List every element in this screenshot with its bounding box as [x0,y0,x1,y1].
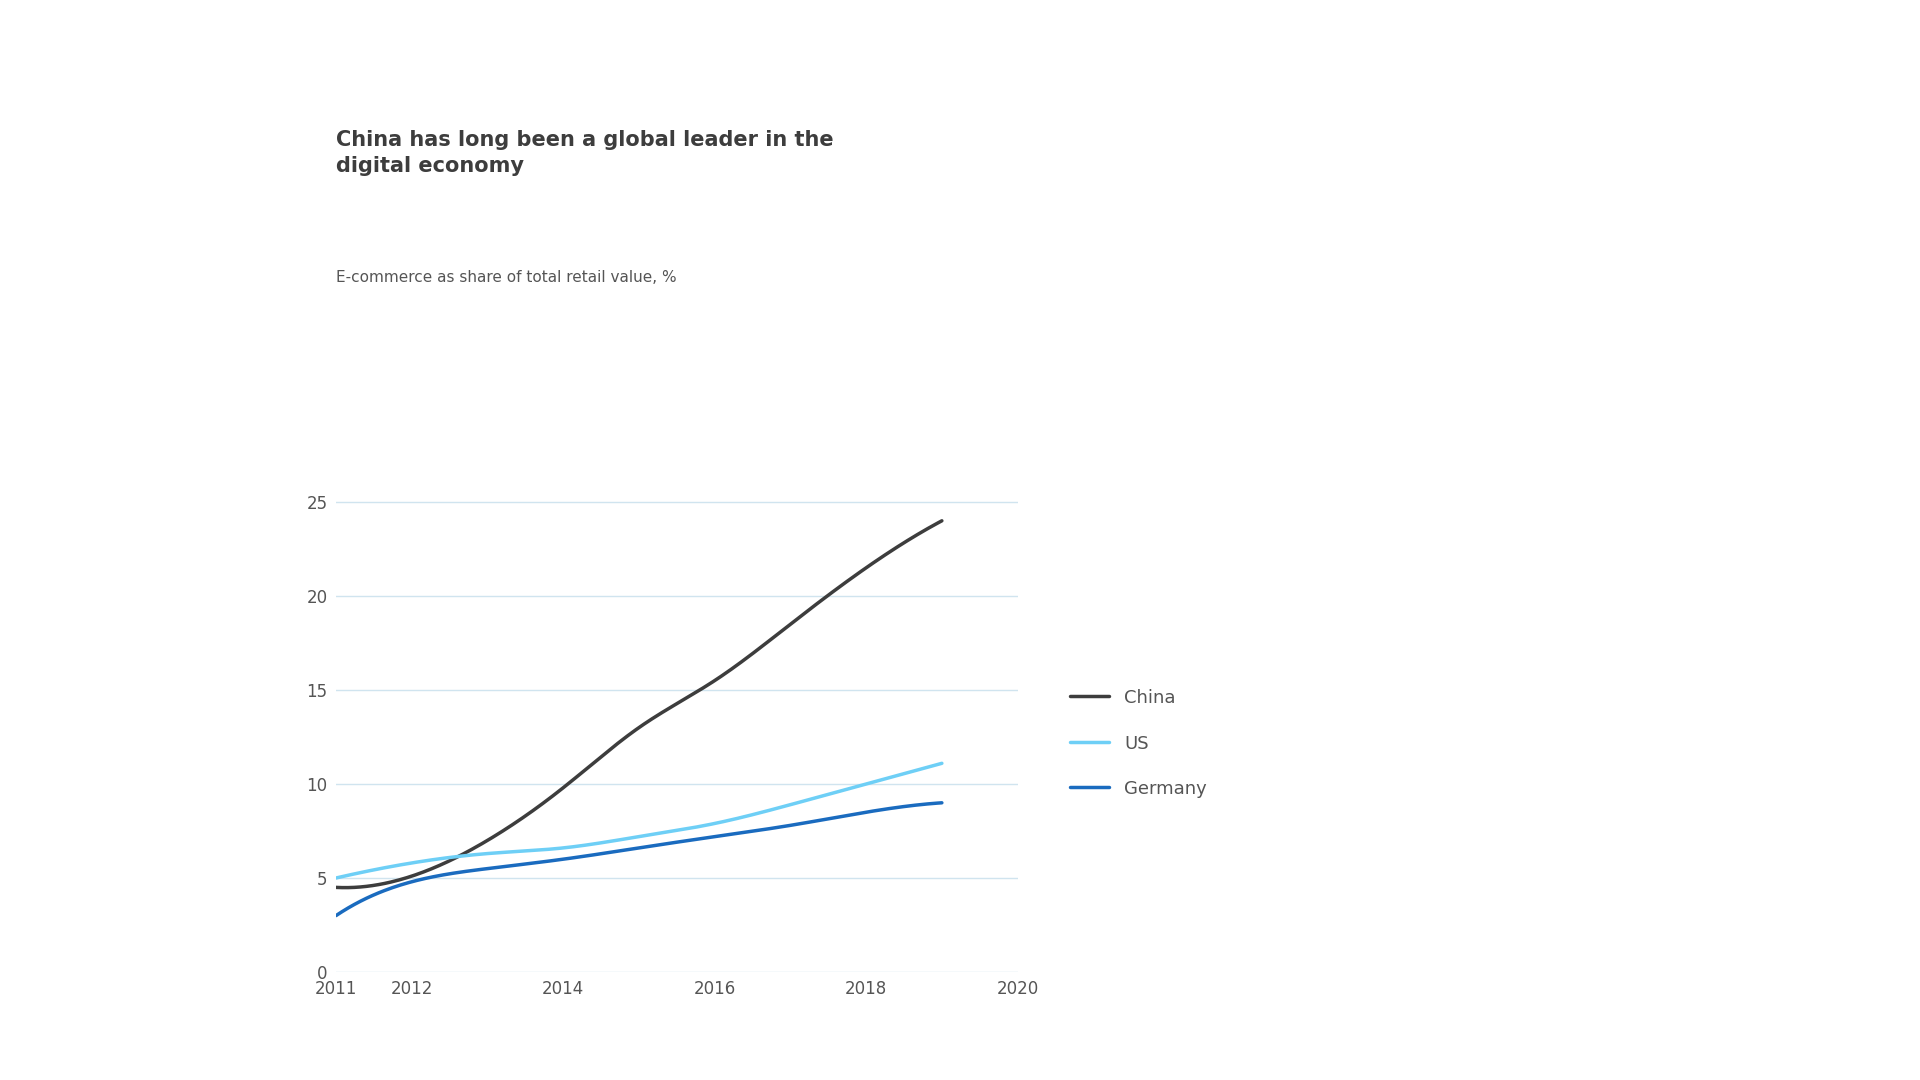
US [685,821,708,834]
Line: Germany: Germany [336,802,943,916]
China [324,881,348,894]
China [685,686,708,699]
US [324,872,348,885]
China [697,678,720,691]
China [837,573,860,586]
US [874,772,897,785]
Germany [931,796,954,809]
China [326,881,349,894]
Line: China: China [336,521,943,888]
Germany [684,833,707,846]
Legend: China, US, Germany: China, US, Germany [1060,680,1215,807]
Text: E-commerce as share of total retail value, %: E-commerce as share of total retail valu… [336,270,676,285]
China [332,881,355,894]
US [931,757,954,770]
Germany [695,832,718,845]
US [684,821,707,834]
Line: US: US [336,764,943,878]
Germany [874,802,897,815]
Text: China has long been a global leader in the
digital economy: China has long been a global leader in t… [336,130,833,176]
US [326,872,349,885]
China [876,548,899,561]
Germany [326,908,349,921]
China [687,684,710,697]
US [835,783,858,796]
Germany [324,909,348,922]
Germany [685,833,708,846]
Germany [835,809,858,822]
China [931,514,954,527]
US [695,819,718,832]
